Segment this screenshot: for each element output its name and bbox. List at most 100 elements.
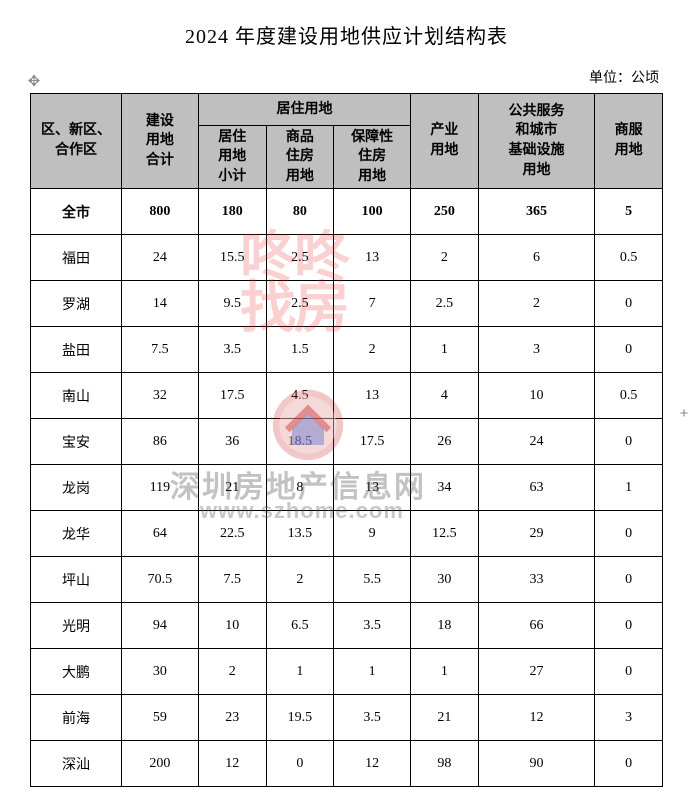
cell-value: 0 bbox=[595, 419, 663, 465]
cell-value: 3 bbox=[478, 327, 595, 373]
cell-value: 0 bbox=[595, 603, 663, 649]
cell-value: 12 bbox=[198, 741, 266, 787]
cell-value: 13 bbox=[334, 235, 411, 281]
cell-district: 龙岗 bbox=[31, 465, 122, 511]
cell-value: 4 bbox=[411, 373, 479, 419]
table-row: 福田2415.52.513260.5 bbox=[31, 235, 663, 281]
cell-value: 2.5 bbox=[266, 281, 334, 327]
cell-value: 10 bbox=[198, 603, 266, 649]
cell-value: 21 bbox=[198, 465, 266, 511]
cell-district: 全市 bbox=[31, 189, 122, 235]
cell-value: 9.5 bbox=[198, 281, 266, 327]
cell-value: 94 bbox=[121, 603, 198, 649]
cell-value: 250 bbox=[411, 189, 479, 235]
table-row: 全市800180801002503655 bbox=[31, 189, 663, 235]
cell-value: 22.5 bbox=[198, 511, 266, 557]
cell-value: 33 bbox=[478, 557, 595, 603]
cell-value: 32 bbox=[121, 373, 198, 419]
cell-value: 2 bbox=[198, 649, 266, 695]
cell-value: 14 bbox=[121, 281, 198, 327]
cell-value: 0 bbox=[595, 741, 663, 787]
cell-district: 福田 bbox=[31, 235, 122, 281]
cell-value: 12.5 bbox=[411, 511, 479, 557]
cell-value: 17.5 bbox=[334, 419, 411, 465]
cell-value: 18.5 bbox=[266, 419, 334, 465]
cell-value: 24 bbox=[478, 419, 595, 465]
cell-value: 1 bbox=[595, 465, 663, 511]
header-industrial: 产业用地 bbox=[411, 94, 479, 189]
cell-value: 63 bbox=[478, 465, 595, 511]
cell-value: 0 bbox=[595, 327, 663, 373]
cell-value: 64 bbox=[121, 511, 198, 557]
cell-value: 15.5 bbox=[198, 235, 266, 281]
cell-value: 100 bbox=[334, 189, 411, 235]
table-row: 龙华6422.513.5912.5290 bbox=[31, 511, 663, 557]
table-row: 光明94106.53.518660 bbox=[31, 603, 663, 649]
cell-district: 宝安 bbox=[31, 419, 122, 465]
cell-value: 6 bbox=[478, 235, 595, 281]
cell-value: 98 bbox=[411, 741, 479, 787]
cell-value: 29 bbox=[478, 511, 595, 557]
header-res-secured: 保障性住房用地 bbox=[334, 126, 411, 189]
cell-value: 36 bbox=[198, 419, 266, 465]
cell-value: 0 bbox=[595, 281, 663, 327]
cell-value: 5.5 bbox=[334, 557, 411, 603]
cell-value: 0 bbox=[595, 649, 663, 695]
cell-value: 0.5 bbox=[595, 373, 663, 419]
cell-value: 5 bbox=[595, 189, 663, 235]
cell-value: 10 bbox=[478, 373, 595, 419]
page-title: 2024 年度建设用地供应计划结构表 bbox=[30, 20, 663, 49]
table-row: 坪山70.57.525.530330 bbox=[31, 557, 663, 603]
header-public: 公共服务和城市基础设施用地 bbox=[478, 94, 595, 189]
cell-value: 26 bbox=[411, 419, 479, 465]
cell-value: 27 bbox=[478, 649, 595, 695]
cell-district: 光明 bbox=[31, 603, 122, 649]
cell-value: 13.5 bbox=[266, 511, 334, 557]
cell-district: 大鹏 bbox=[31, 649, 122, 695]
cell-value: 0 bbox=[595, 557, 663, 603]
cell-value: 18 bbox=[411, 603, 479, 649]
cell-value: 19.5 bbox=[266, 695, 334, 741]
cell-value: 2 bbox=[411, 235, 479, 281]
table-row: 南山3217.54.5134100.5 bbox=[31, 373, 663, 419]
cell-value: 34 bbox=[411, 465, 479, 511]
cell-value: 13 bbox=[334, 465, 411, 511]
cell-value: 2.5 bbox=[266, 235, 334, 281]
cell-value: 30 bbox=[411, 557, 479, 603]
move-handle-icon: ✥ bbox=[26, 74, 42, 90]
cell-district: 罗湖 bbox=[31, 281, 122, 327]
add-handle-icon: + bbox=[676, 406, 692, 422]
cell-value: 86 bbox=[121, 419, 198, 465]
table-row: 深汕2001201298900 bbox=[31, 741, 663, 787]
cell-value: 59 bbox=[121, 695, 198, 741]
cell-district: 龙华 bbox=[31, 511, 122, 557]
cell-district: 前海 bbox=[31, 695, 122, 741]
cell-district: 坪山 bbox=[31, 557, 122, 603]
header-district: 区、新区、合作区 bbox=[31, 94, 122, 189]
cell-value: 6.5 bbox=[266, 603, 334, 649]
table-row: 罗湖149.52.572.520 bbox=[31, 281, 663, 327]
cell-value: 90 bbox=[478, 741, 595, 787]
cell-value: 7.5 bbox=[121, 327, 198, 373]
cell-value: 7 bbox=[334, 281, 411, 327]
header-total: 建设用地合计 bbox=[121, 94, 198, 189]
cell-value: 23 bbox=[198, 695, 266, 741]
cell-district: 南山 bbox=[31, 373, 122, 419]
header-res-subtotal: 居住用地小计 bbox=[198, 126, 266, 189]
header-business: 商服用地 bbox=[595, 94, 663, 189]
cell-value: 200 bbox=[121, 741, 198, 787]
cell-value: 3.5 bbox=[334, 603, 411, 649]
cell-value: 3.5 bbox=[334, 695, 411, 741]
cell-value: 80 bbox=[266, 189, 334, 235]
cell-value: 1 bbox=[334, 649, 411, 695]
cell-value: 3.5 bbox=[198, 327, 266, 373]
table-row: 宝安863618.517.526240 bbox=[31, 419, 663, 465]
cell-value: 2 bbox=[478, 281, 595, 327]
cell-value: 180 bbox=[198, 189, 266, 235]
cell-district: 深汕 bbox=[31, 741, 122, 787]
cell-value: 24 bbox=[121, 235, 198, 281]
cell-value: 2.5 bbox=[411, 281, 479, 327]
cell-value: 800 bbox=[121, 189, 198, 235]
cell-value: 1 bbox=[411, 649, 479, 695]
cell-value: 66 bbox=[478, 603, 595, 649]
